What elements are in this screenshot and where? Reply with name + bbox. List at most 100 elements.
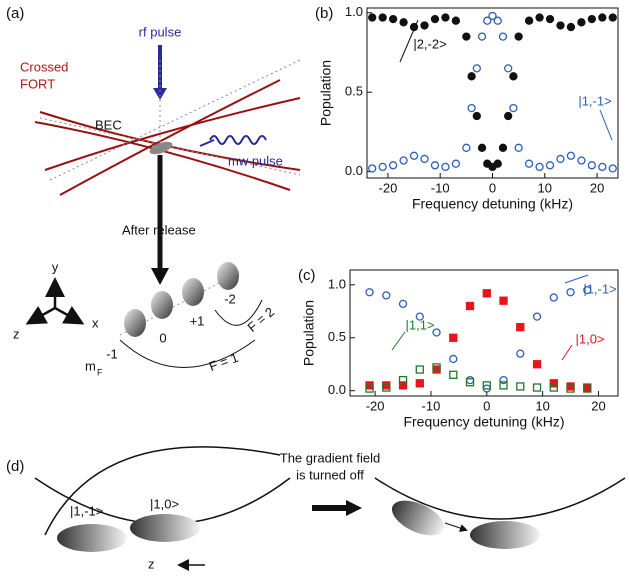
label: F = 1	[207, 350, 240, 374]
label: -2	[224, 291, 236, 306]
diagram-d: (d) |1,-1> |1,0> The gradient field is t…	[6, 447, 625, 572]
point	[550, 294, 557, 301]
point	[567, 383, 574, 390]
y-tick-label: 0.5	[345, 84, 363, 99]
series-label: |2,-2>	[413, 36, 446, 51]
rf-arrow-head	[153, 88, 167, 100]
y-tick-label: 0.0	[345, 163, 363, 178]
series	[369, 12, 617, 172]
point	[416, 366, 423, 373]
point	[450, 355, 457, 362]
point	[442, 14, 449, 21]
point	[383, 382, 390, 389]
point	[567, 152, 574, 159]
point	[366, 289, 373, 296]
x-tick-label: 20	[590, 180, 604, 195]
series-label: |1,0>	[575, 331, 604, 346]
point	[505, 65, 512, 72]
series-label: |1,-1>	[578, 93, 611, 108]
point	[588, 162, 595, 169]
label: y	[52, 259, 59, 274]
label: After release	[122, 222, 196, 237]
point	[609, 14, 616, 21]
point	[468, 105, 475, 112]
point	[567, 24, 574, 31]
series-label: |1,-1>	[583, 281, 616, 296]
cloud	[470, 521, 540, 549]
label: The gradient field	[280, 450, 380, 465]
point	[400, 157, 407, 164]
point	[599, 14, 606, 21]
point	[526, 17, 533, 24]
point	[536, 14, 543, 21]
point	[567, 289, 574, 296]
point	[473, 65, 480, 72]
label: rf pulse	[139, 24, 182, 39]
point	[369, 165, 376, 172]
label: is turned off	[296, 467, 364, 482]
point	[500, 297, 507, 304]
figure: (a) rf pulse Crossed FORT BEC mw pulse A…	[0, 0, 629, 581]
point	[578, 157, 585, 164]
label: 0	[159, 330, 166, 345]
arrow-head	[346, 500, 362, 516]
point	[510, 105, 517, 112]
label: z	[13, 326, 20, 341]
cloud	[182, 278, 204, 306]
point	[450, 371, 457, 378]
label-pointer	[392, 332, 405, 350]
point	[515, 33, 522, 40]
x-axis-label: Frequency detuning (kHz)	[412, 196, 573, 212]
arrow	[445, 523, 466, 530]
point	[383, 292, 390, 299]
axes-glyph	[30, 282, 80, 322]
point	[499, 33, 506, 40]
point	[400, 382, 407, 389]
point	[515, 144, 522, 151]
point	[479, 33, 486, 40]
point	[411, 152, 418, 159]
point	[517, 383, 524, 390]
label: mw pulse	[228, 153, 283, 168]
point	[550, 380, 557, 387]
point	[517, 324, 524, 331]
point	[467, 377, 474, 384]
point	[517, 350, 524, 357]
point	[379, 14, 386, 21]
point	[494, 160, 501, 167]
point	[547, 162, 554, 169]
cloud	[217, 262, 239, 290]
x-tick-label: 0	[489, 180, 496, 195]
point	[400, 300, 407, 307]
label: |1,-1>	[70, 503, 103, 518]
point	[473, 113, 480, 120]
y-tick-label: 0.5	[328, 329, 346, 344]
point	[467, 303, 474, 310]
x-tick-label: 0	[483, 398, 490, 413]
point	[547, 16, 554, 23]
point	[534, 313, 541, 320]
x-tick-label: 10	[538, 180, 552, 195]
label: F = 2	[244, 304, 277, 335]
point	[609, 165, 616, 172]
label: |1,0>	[150, 496, 179, 511]
point	[578, 19, 585, 26]
point	[416, 380, 423, 387]
point	[505, 113, 512, 120]
point	[588, 16, 595, 23]
point	[369, 14, 376, 21]
point	[526, 160, 533, 167]
point	[599, 163, 606, 170]
point	[421, 155, 428, 162]
label: BEC	[95, 117, 122, 132]
point	[379, 163, 386, 170]
label: FORT	[20, 76, 55, 91]
point	[452, 17, 459, 24]
point	[450, 334, 457, 341]
release-arrow-head	[151, 268, 169, 285]
point	[390, 162, 397, 169]
label: Crossed	[20, 59, 68, 74]
label: F	[97, 367, 103, 377]
x-tick-label: -20	[366, 398, 385, 413]
point	[510, 73, 517, 80]
